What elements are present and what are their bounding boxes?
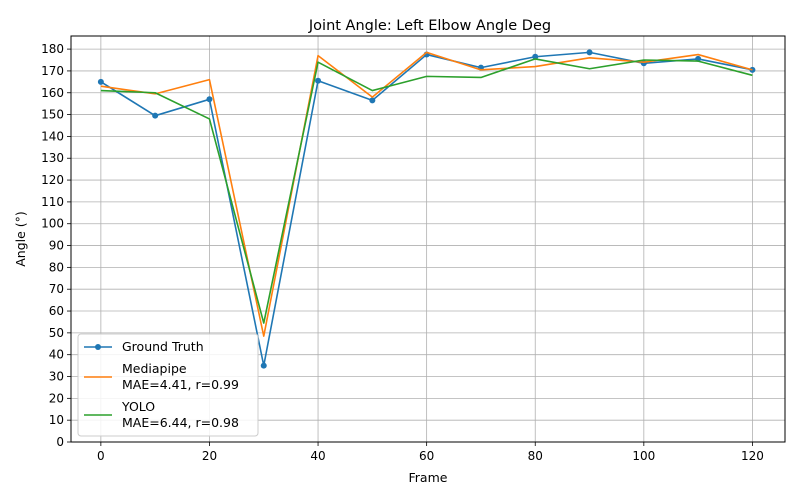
y-tick-label: 50 [49,326,64,340]
legend-label-line: MAE=6.44, r=0.98 [122,415,239,430]
y-tick-label: 110 [41,195,64,209]
y-tick-label: 60 [49,304,64,318]
series-layer [97,49,756,369]
legend-label-line: YOLO [121,399,155,414]
x-tick-label: 40 [310,449,325,463]
series-line-mediapipe [100,51,753,337]
chart-title: Joint Angle: Left Elbow Angle Deg [308,18,551,34]
x-tick-label: 80 [528,449,543,463]
legend-label-yolo: YOLO MAE=6.44, r=0.98 [121,399,239,430]
plot-frame [70,35,786,443]
series-line-yolo [100,58,753,324]
data-point-ground-truth [532,53,539,60]
data-point-ground-truth [152,112,159,119]
y-tick-label: 30 [49,370,64,384]
y-tick-label: 160 [41,86,64,100]
legend-marker-ground-truth [95,344,101,350]
x-tick-label: 100 [632,449,655,463]
legend: Ground Truth Mediapipe MAE=4.41, r=0.99 YOL… [77,333,259,437]
y-tick-label: 100 [41,217,64,231]
y-tick-label: 0 [56,435,64,449]
y-tick-label: 40 [49,348,64,362]
y-tick-label: 140 [41,129,64,143]
y-tick-label: 120 [41,173,64,187]
y-tick-label: 80 [49,260,64,274]
legend-box [77,333,259,437]
y-tick-label: 150 [41,108,64,122]
legend-label-line: Ground Truth [122,339,204,354]
data-point-ground-truth [315,77,322,84]
data-point-ground-truth [369,97,376,104]
legend-label-mediapipe: Mediapipe MAE=4.41, r=0.99 [122,361,239,392]
y-tick-label: 130 [41,151,64,165]
data-point-ground-truth [97,78,104,85]
x-tick-label: 20 [202,449,217,463]
x-tick-label: 120 [741,449,764,463]
data-point-ground-truth [206,96,213,103]
axis-ticks: 0 20 40 60 80 100 120 0 10 20 30 40 50 60 70 80 90 100 110… [41,42,764,463]
y-tick-label: 180 [41,42,64,56]
x-tick-label: 60 [419,449,434,463]
legend-label-line: Mediapipe [122,361,187,376]
y-tick-label: 20 [49,391,64,405]
y-tick-label: 10 [49,413,64,427]
legend-label-line: MAE=4.41, r=0.99 [122,377,239,392]
data-point-ground-truth [260,362,267,369]
data-point-ground-truth [586,49,593,56]
y-tick-label: 170 [41,64,64,78]
legend-label-ground-truth: Ground Truth [122,339,204,354]
y-axis-label: Angle (°) [13,211,28,267]
x-tick-label: 0 [97,449,105,463]
y-tick-label: 90 [49,239,64,253]
y-tick-label: 70 [49,282,64,296]
x-axis-label: Frame [409,470,448,485]
